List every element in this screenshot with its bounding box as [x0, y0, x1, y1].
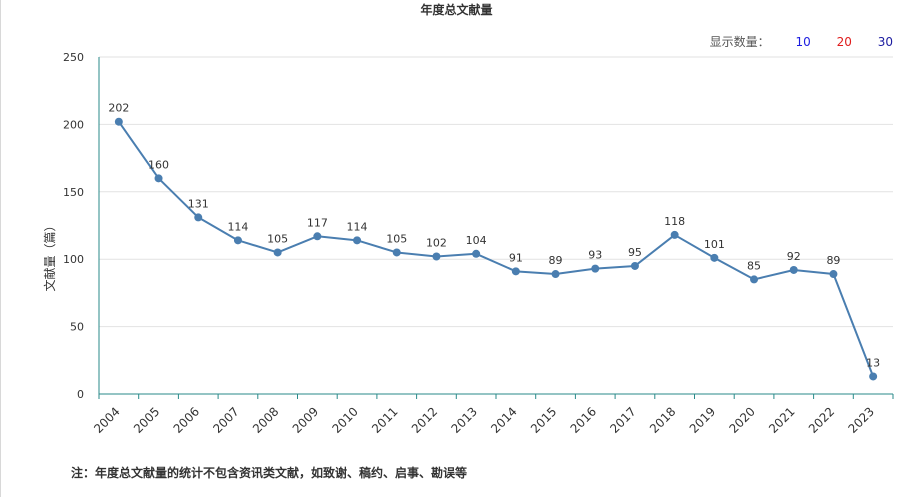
data-point-2010 [353, 236, 362, 245]
data-label-2014: 91 [509, 251, 523, 264]
data-point-2008 [273, 248, 282, 257]
data-label-2022: 89 [826, 254, 840, 267]
data-label-2012: 102 [426, 237, 447, 250]
data-point-2014 [511, 267, 520, 276]
series-line-0 [118, 121, 875, 377]
data-label-2016: 93 [588, 249, 602, 262]
data-point-2012 [432, 252, 441, 261]
data-label-2013: 104 [466, 234, 487, 247]
chart-title: 年度总文献量 [420, 3, 493, 17]
data-point-2013 [472, 249, 481, 258]
data-point-2005 [154, 174, 163, 183]
data-label-2008: 105 [267, 232, 288, 245]
display-count-label: 显示数量： [709, 35, 770, 49]
data-point-2015 [551, 270, 560, 279]
data-point-2011 [392, 248, 401, 257]
data-point-2021 [789, 265, 798, 274]
data-point-2022 [829, 270, 838, 279]
display-count-option-10[interactable]: 10 [795, 35, 811, 49]
y-tick-label-150: 150 [63, 186, 84, 199]
x-tick-label-2010: 2010 [329, 404, 360, 435]
data-label-2006: 131 [188, 197, 209, 210]
data-label-2021: 92 [787, 250, 801, 263]
x-tick-label-2011: 2011 [369, 404, 400, 435]
data-label-2019: 101 [704, 238, 725, 251]
data-point-2009 [313, 232, 322, 241]
display-count-option-30[interactable]: 30 [877, 35, 893, 49]
y-tick-label-50: 50 [70, 321, 84, 334]
x-tick-label-2018: 2018 [647, 404, 678, 435]
data-point-2019 [710, 253, 719, 262]
x-tick-label-2015: 2015 [528, 404, 559, 435]
x-tick-label-2007: 2007 [210, 404, 241, 435]
data-point-2023 [869, 372, 878, 381]
data-label-2018: 118 [664, 215, 685, 228]
x-tick-label-2020: 2020 [726, 404, 757, 435]
page-left-border [0, 0, 1, 497]
data-label-2023: 13 [866, 356, 880, 369]
x-tick-label-2006: 2006 [171, 404, 202, 435]
data-label-2020: 85 [747, 259, 761, 272]
data-label-2015: 89 [549, 254, 563, 267]
data-label-2004: 202 [108, 102, 129, 115]
x-tick-label-2016: 2016 [568, 404, 599, 435]
data-label-2011: 105 [386, 232, 407, 245]
data-label-2017: 95 [628, 246, 642, 259]
x-tick-label-2004: 2004 [91, 404, 122, 435]
footnote: 注：年度总文献量的统计不包含资讯类文献，如致谢、稿约、启事、勘误等 [71, 466, 468, 480]
x-tick-label-2019: 2019 [687, 404, 718, 435]
display-count-selector: 显示数量： 10 20 30 [710, 33, 893, 50]
data-label-2010: 114 [347, 220, 368, 233]
data-point-2006 [194, 213, 203, 222]
y-axis-title: 文献量（篇） [42, 219, 57, 291]
x-tick-label-2013: 2013 [449, 404, 480, 435]
x-tick-label-2012: 2012 [409, 404, 440, 435]
y-tick-label-0: 0 [77, 388, 84, 401]
data-point-2017 [630, 261, 639, 270]
x-tick-label-2021: 2021 [766, 404, 797, 435]
x-tick-label-2014: 2014 [488, 404, 519, 435]
y-tick-label-250: 250 [63, 51, 84, 64]
x-tick-label-2023: 2023 [846, 404, 877, 435]
x-tick-label-2017: 2017 [607, 404, 638, 435]
data-point-2020 [750, 275, 759, 284]
x-tick-label-2022: 2022 [806, 404, 837, 435]
y-tick-label-100: 100 [63, 253, 84, 266]
data-label-2007: 114 [227, 220, 248, 233]
x-tick-label-2008: 2008 [250, 404, 281, 435]
data-point-2004 [114, 117, 123, 126]
data-label-2005: 160 [148, 158, 169, 171]
data-label-2009: 117 [307, 216, 328, 229]
x-tick-label-2005: 2005 [131, 404, 162, 435]
y-tick-label-200: 200 [63, 118, 84, 131]
display-count-option-20[interactable]: 20 [836, 35, 852, 49]
data-point-2016 [591, 264, 600, 273]
x-tick-label-2009: 2009 [290, 404, 321, 435]
data-point-2018 [670, 230, 679, 239]
data-point-2007 [233, 236, 242, 245]
